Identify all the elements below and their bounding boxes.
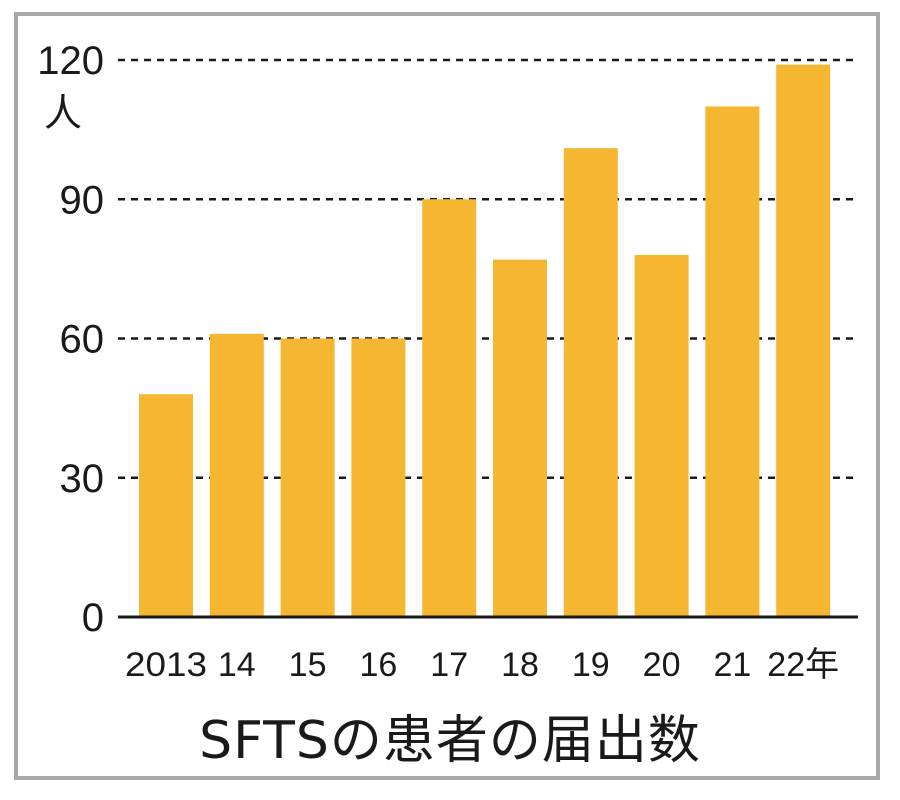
bar-22	[776, 64, 831, 618]
bar-18	[493, 259, 547, 617]
bar-16	[351, 338, 406, 617]
bar-21	[705, 106, 760, 618]
x-tick-label: 20	[643, 646, 681, 684]
x-tick-label: 15	[289, 646, 327, 684]
x-tick-label: 18	[501, 646, 539, 684]
x-tick-label: 2013	[125, 646, 207, 684]
y-tick-label: 30	[60, 457, 105, 501]
bar-17	[422, 199, 477, 617]
bars	[139, 64, 831, 618]
x-tick-labels: 2013 14 15 16 17 18 19 20 21 22年	[125, 646, 839, 684]
bar-19	[563, 148, 618, 618]
chart-title: SFTSの患者の届出数	[199, 711, 701, 771]
y-unit-label: 人	[44, 91, 82, 135]
bar-15	[280, 338, 335, 617]
x-tick-label: 22年	[767, 646, 839, 684]
x-tick-label: 14	[218, 646, 256, 684]
bar-20	[634, 254, 689, 617]
x-tick-label: 19	[572, 646, 610, 684]
bar-chart: 0 30 60 90 120 人 2013 14 15 16 17 18 19 20 21 22年	[37, 39, 858, 684]
bar-14	[209, 333, 264, 617]
y-tick-labels: 0 30 60 90 120	[37, 39, 104, 640]
y-tick-label: 90	[60, 178, 105, 222]
bar-2013	[139, 394, 193, 617]
y-tick-label: 0	[82, 596, 104, 640]
x-tick-label: 17	[430, 646, 468, 684]
x-tick-label: 21	[713, 646, 751, 684]
x-tick-label: 16	[359, 646, 397, 684]
y-tick-label: 60	[60, 318, 105, 362]
y-tick-label: 120	[37, 39, 104, 83]
